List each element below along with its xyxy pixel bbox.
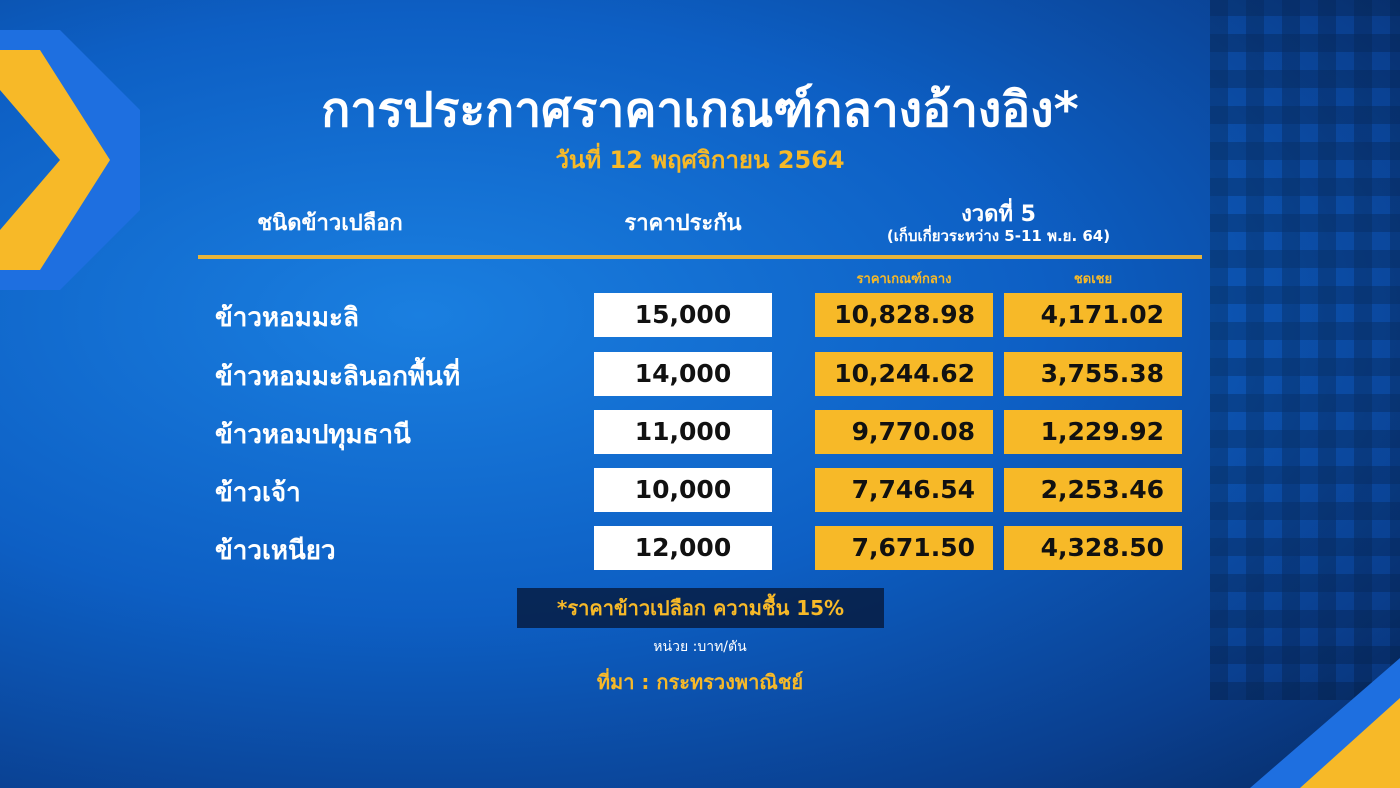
guaranteed-price-cell: 10,000 — [594, 468, 772, 512]
page-title: การประกาศราคาเกณฑ์กลางอ้างอิง* — [321, 82, 1079, 138]
subheader-compensation: ชดเชย — [1073, 272, 1113, 287]
rice-type-name: ข้าวเหนียว — [215, 536, 336, 566]
header-rice-type: ชนิดข้าวเปลือก — [257, 211, 403, 236]
reference-price-cell: 7,746.54 — [815, 468, 993, 512]
guaranteed-price-cell: 15,000 — [594, 293, 772, 337]
chevron-decoration-icon — [0, 30, 140, 290]
guaranteed-price-cell: 11,000 — [594, 410, 772, 454]
table-row: ข้าวหอมมะลินอกพื้นที่ 14,000 10,244.62 3… — [0, 352, 1400, 396]
source-label: ที่มา : กระทรวงพาณิชย์ — [596, 670, 804, 694]
reference-price-cell: 10,244.62 — [815, 352, 993, 396]
corner-decoration-icon — [1250, 658, 1400, 788]
reference-price-cell: 7,671.50 — [815, 526, 993, 570]
compensation-cell: 3,755.38 — [1004, 352, 1182, 396]
header-divider — [198, 255, 1202, 259]
rice-type-name: ข้าวหอมปทุมธานี — [215, 420, 411, 450]
moisture-footnote: *ราคาข้าวเปลือก ความชื้น 15% — [517, 588, 884, 628]
unit-label: หน่วย :บาท/ตัน — [653, 639, 747, 655]
background-plaid-shirt — [1210, 0, 1400, 700]
header-round-period: (เก็บเกี่ยวระหว่าง 5-11 พ.ย. 64) — [886, 227, 1111, 245]
table-row: ข้าวเจ้า 10,000 7,746.54 2,253.46 — [0, 468, 1400, 512]
reference-price-cell: 10,828.98 — [815, 293, 993, 337]
table-row: ข้าวหอมมะลิ 15,000 10,828.98 4,171.02 — [0, 293, 1400, 337]
table-row: ข้าวเหนียว 12,000 7,671.50 4,328.50 — [0, 526, 1400, 570]
rice-type-name: ข้าวเจ้า — [215, 478, 301, 508]
compensation-cell: 2,253.46 — [1004, 468, 1182, 512]
rice-type-name: ข้าวหอมมะลินอกพื้นที่ — [215, 362, 461, 392]
header-round: งวดที่ 5 — [961, 202, 1036, 227]
compensation-cell: 1,229.92 — [1004, 410, 1182, 454]
header-guaranteed-price: ราคาประกัน — [624, 211, 742, 236]
compensation-cell: 4,328.50 — [1004, 526, 1182, 570]
guaranteed-price-cell: 12,000 — [594, 526, 772, 570]
table-row: ข้าวหอมปทุมธานี 11,000 9,770.08 1,229.92 — [0, 410, 1400, 454]
rice-type-name: ข้าวหอมมะลิ — [215, 303, 359, 333]
reference-price-cell: 9,770.08 — [815, 410, 993, 454]
announcement-date: วันที่ 12 พฤศจิกายน 2564 — [555, 146, 845, 174]
guaranteed-price-cell: 14,000 — [594, 352, 772, 396]
subheader-reference-price: ราคาเกณฑ์กลาง — [856, 272, 952, 287]
compensation-cell: 4,171.02 — [1004, 293, 1182, 337]
